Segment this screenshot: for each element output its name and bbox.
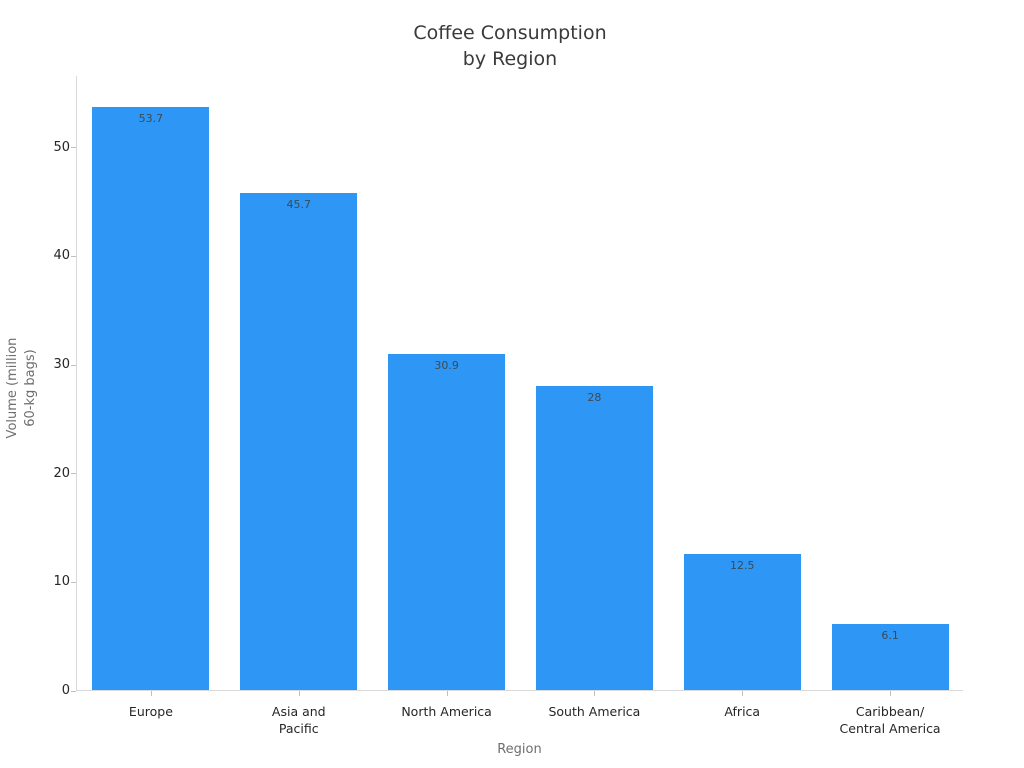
y-tick-mark-20 <box>71 473 76 475</box>
y-tick-mark-40 <box>71 255 76 257</box>
x-tick-label-africa: Africa <box>669 703 816 720</box>
x-tick-mark-europe <box>150 691 152 696</box>
x-tick-mark-africa <box>742 691 744 696</box>
x-tick-mark-north-america <box>446 691 448 696</box>
y-tick-label-50: 50 <box>53 139 70 155</box>
bar-asia-and-pacific: 45.7 <box>240 193 358 690</box>
bar-north-america: 30.9 <box>388 354 506 690</box>
chart-title-line2: by Region <box>462 48 558 70</box>
x-tick-label-line: Africa <box>724 704 761 719</box>
y-tick-label-30: 30 <box>53 357 70 373</box>
bar-value-label-south-america: 28 <box>587 390 602 404</box>
x-tick-mark-asia-and-pacific <box>298 691 300 696</box>
y-tick-label-0: 0 <box>61 683 70 698</box>
bar-caribbean-central-america: 6.1 <box>831 623 949 690</box>
x-tick-label-line: North America <box>401 704 492 719</box>
chart-title: Coffee Consumption by Region <box>0 20 1020 72</box>
x-tick-label-line: Caribbean/ <box>855 704 925 719</box>
plot-area: 0 10 20 30 40 50 53.7 45.7 30.9 28 12.5 6.1 Europe… <box>53 76 963 736</box>
bar-value-label-asia-and-pacific: 45.7 <box>286 198 312 212</box>
x-tick-label-line: South America <box>548 704 641 719</box>
y-tick-label-40: 40 <box>53 248 70 264</box>
bar-value-label-caribbean-central-america: 6.1 <box>881 628 899 642</box>
bar-value-label-north-america: 30.9 <box>434 359 459 373</box>
x-tick-mark-south-america <box>594 691 596 696</box>
x-tick-label-caribbean-central-america: Caribbean/Central America <box>817 703 964 737</box>
y-tick-mark-10 <box>71 581 76 583</box>
y-tick-label-10: 10 <box>53 574 70 590</box>
bar-africa: 12.5 <box>683 554 801 690</box>
x-axis-title: Region <box>497 742 542 757</box>
x-tick-label-north-america: North America <box>373 703 520 720</box>
x-tick-label-line: Europe <box>128 704 173 719</box>
y-tick-label-20: 20 <box>53 465 70 481</box>
x-tick-mark-caribbean-central-america <box>890 691 892 696</box>
bar-value-label-africa: 12.5 <box>730 559 755 573</box>
x-tick-label-line: Central America <box>839 721 941 736</box>
x-tick-label-south-america: South America <box>521 703 668 720</box>
y-tick-mark-0 <box>71 690 76 692</box>
bar-south-america: 28 <box>535 385 653 690</box>
bar-europe: 53.7 <box>92 106 210 690</box>
x-tick-label-europe: Europe <box>77 703 224 720</box>
x-tick-label-line: Pacific <box>278 721 319 736</box>
x-tick-label-line: Asia and <box>271 704 326 719</box>
bar-value-label-europe: 53.7 <box>138 111 164 125</box>
chart-title-line1: Coffee Consumption <box>413 22 607 44</box>
y-tick-mark-30 <box>71 364 76 366</box>
y-tick-mark-50 <box>71 147 76 149</box>
x-tick-label-asia-and-pacific: Asia and Pacific <box>225 703 372 737</box>
